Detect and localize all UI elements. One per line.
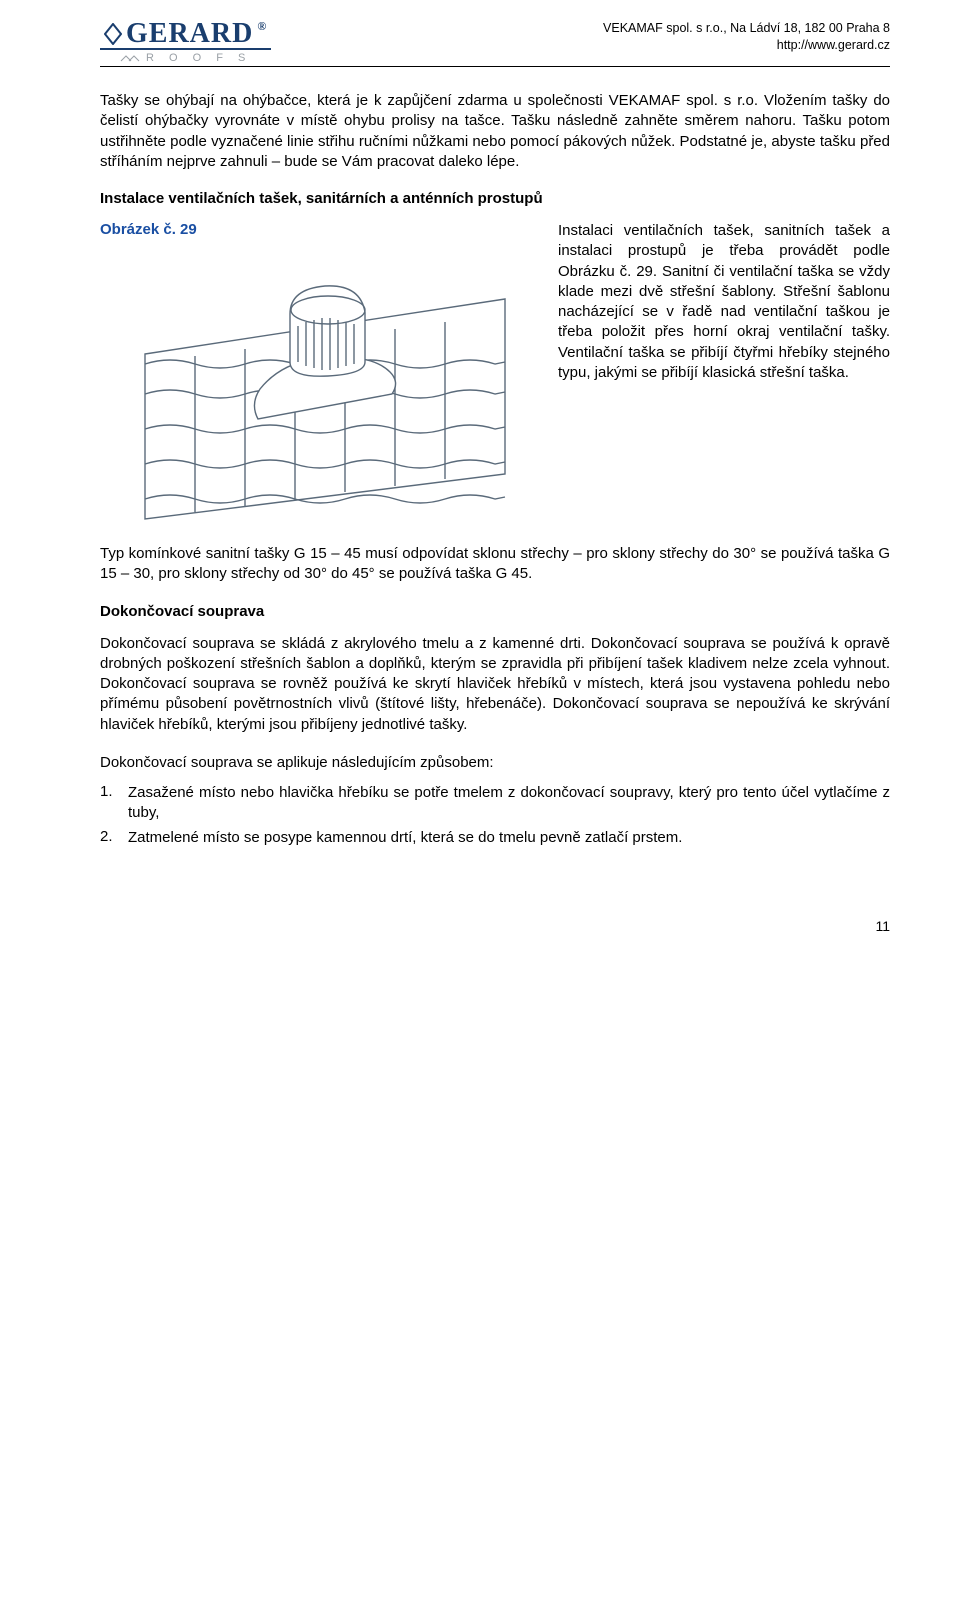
figure-label: Obrázek č. 29 bbox=[100, 221, 540, 238]
page: GERARD ® R O O F S VEKAMAF spol. s r.o., … bbox=[0, 0, 960, 964]
logo-block: GERARD ® R O O F S bbox=[100, 20, 271, 64]
logo-sub-text: R O O F S bbox=[146, 52, 251, 64]
logo-subtitle: R O O F S bbox=[120, 52, 251, 64]
paragraph-4: Dokončovací souprava se aplikuje následu… bbox=[100, 753, 890, 773]
list-item-number: 2. bbox=[100, 828, 128, 848]
url-line: http://www.gerard.cz bbox=[603, 37, 890, 54]
list-item-number: 1. bbox=[100, 783, 128, 824]
diamond-icon bbox=[104, 23, 122, 45]
section-heading-1: Instalace ventilačních tašek, sanitárníc… bbox=[100, 190, 890, 207]
paragraph-1: Tašky se ohýbají na ohýbačce, která je k… bbox=[100, 91, 890, 172]
list-item: 2. Zatmelené místo se posype kamennou dr… bbox=[100, 828, 890, 848]
list-item-text: Zasažené místo nebo hlavička hřebíku se … bbox=[128, 783, 890, 824]
roof-icon bbox=[120, 53, 140, 63]
page-header: GERARD ® R O O F S VEKAMAF spol. s r.o., … bbox=[100, 20, 890, 67]
figure-column: Obrázek č. 29 bbox=[100, 221, 540, 528]
figure-illustration bbox=[140, 244, 510, 524]
figure-row: Obrázek č. 29 bbox=[100, 221, 890, 528]
section-heading-2: Dokončovací souprava bbox=[100, 603, 890, 620]
logo-text: GERARD bbox=[126, 20, 253, 48]
numbered-list: 1. Zasažené místo nebo hlavička hřebíku … bbox=[100, 783, 890, 848]
paragraph-3: Dokončovací souprava se skládá z akrylov… bbox=[100, 634, 890, 735]
page-number: 11 bbox=[100, 918, 890, 934]
figure-text: Instalaci ventilačních tašek, sanitních … bbox=[558, 221, 890, 528]
list-item-text: Zatmelené místo se posype kamennou drtí,… bbox=[128, 828, 890, 848]
header-right: VEKAMAF spol. s r.o., Na Ládví 18, 182 0… bbox=[603, 20, 890, 54]
list-item: 1. Zasažené místo nebo hlavička hřebíku … bbox=[100, 783, 890, 824]
company-line: VEKAMAF spol. s r.o., Na Ládví 18, 182 0… bbox=[603, 20, 890, 37]
logo-reg: ® bbox=[257, 20, 267, 32]
paragraph-2: Typ komínkové sanitní tašky G 15 – 45 mu… bbox=[100, 544, 890, 585]
logo: GERARD ® bbox=[100, 20, 271, 50]
